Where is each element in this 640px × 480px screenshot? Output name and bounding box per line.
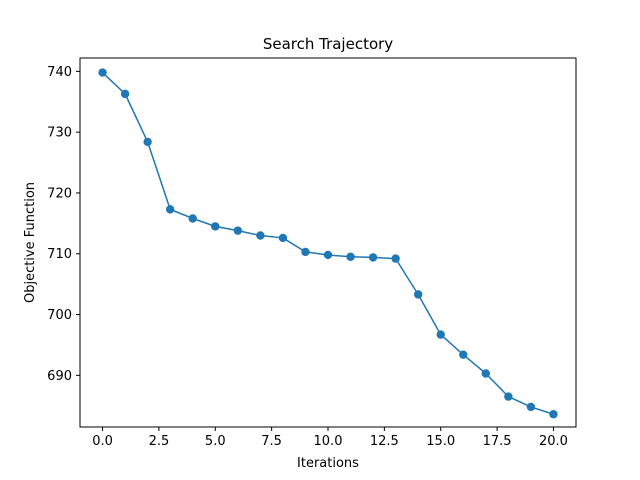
data-point [459, 350, 468, 359]
x-axis: 0.0 2.5 5.0 7.5 10.0 12.5 15.0 17.5 20.0 [92, 427, 568, 449]
y-tick-label: 740 [47, 65, 72, 80]
x-tick-label: 2.5 [149, 434, 170, 449]
data-point [413, 290, 423, 299]
data-point [481, 369, 491, 378]
data-point [323, 250, 333, 260]
data-point [526, 402, 536, 412]
y-tick-label: 720 [47, 186, 72, 201]
y-tick-label: 710 [47, 247, 72, 262]
data-point [233, 226, 243, 235]
data-point [436, 330, 445, 339]
data-point [211, 222, 220, 231]
x-tick-label: 7.5 [261, 434, 282, 449]
data-point [98, 68, 107, 77]
y-axis-label: Objective Function [23, 182, 38, 303]
y-tick-label: 700 [47, 308, 72, 323]
chart-title: Search Trajectory [263, 35, 393, 53]
data-point [346, 252, 355, 261]
data-point [165, 205, 175, 214]
x-tick-label: 0.0 [92, 434, 113, 449]
x-axis-label: Iterations [297, 456, 359, 471]
y-tick-label: 730 [47, 126, 72, 141]
data-point [368, 253, 378, 262]
x-tick-label: 15.0 [426, 434, 455, 449]
plot-area [98, 68, 558, 419]
data-point [278, 233, 288, 243]
data-point [256, 231, 265, 240]
x-tick-label: 12.5 [370, 434, 399, 449]
data-point [301, 247, 310, 257]
data-point [391, 254, 400, 263]
x-tick-label: 17.5 [483, 434, 512, 449]
x-tick-label: 5.0 [205, 434, 226, 449]
y-axis: 690 700 710 720 730 740 [47, 65, 80, 384]
x-tick-label: 10.0 [314, 434, 343, 449]
data-point [120, 89, 130, 99]
x-tick-label: 20.0 [539, 434, 568, 449]
data-point [549, 410, 558, 419]
data-point [188, 214, 197, 223]
data-point [504, 392, 513, 401]
data-point [143, 137, 152, 147]
y-tick-label: 690 [47, 369, 72, 384]
